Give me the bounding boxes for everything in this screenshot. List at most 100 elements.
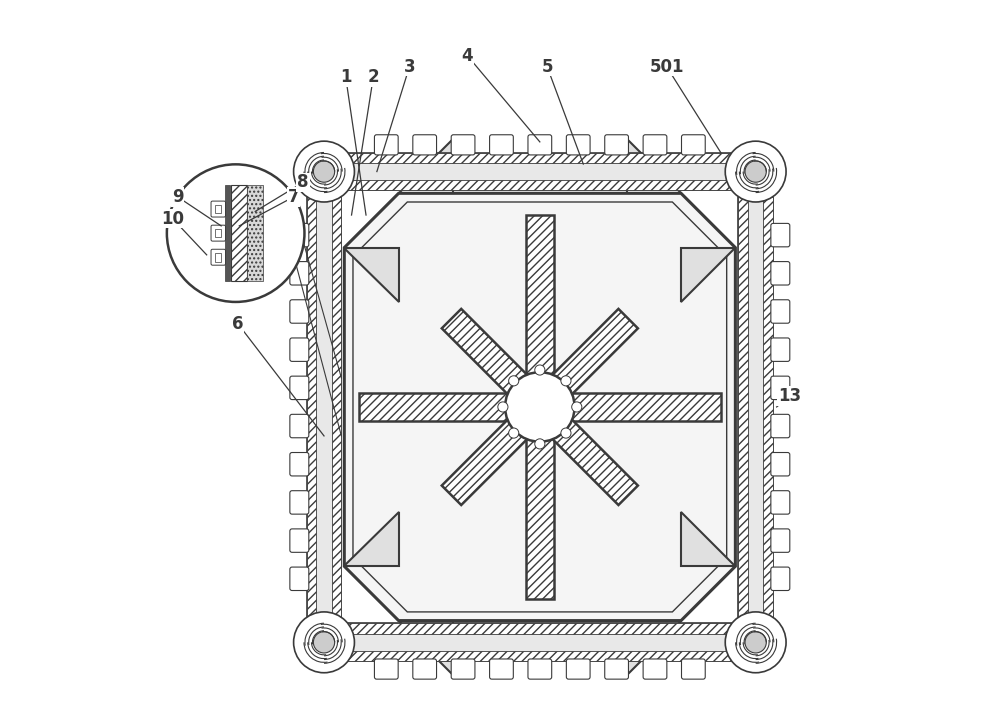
Polygon shape (627, 139, 681, 193)
Bar (348, 153, 732, 164)
Polygon shape (359, 393, 721, 421)
Polygon shape (681, 512, 735, 566)
Polygon shape (442, 309, 638, 505)
FancyBboxPatch shape (771, 223, 790, 247)
FancyBboxPatch shape (605, 659, 628, 679)
FancyBboxPatch shape (566, 659, 590, 679)
FancyBboxPatch shape (566, 134, 590, 155)
FancyBboxPatch shape (290, 262, 309, 285)
FancyBboxPatch shape (528, 659, 552, 679)
Text: 2: 2 (367, 68, 379, 87)
Circle shape (294, 141, 354, 202)
FancyBboxPatch shape (771, 300, 790, 324)
Circle shape (509, 428, 519, 438)
Text: 501: 501 (649, 57, 684, 76)
FancyBboxPatch shape (771, 376, 790, 400)
Polygon shape (399, 621, 453, 675)
FancyBboxPatch shape (211, 201, 226, 217)
Circle shape (313, 161, 335, 182)
Circle shape (294, 612, 354, 672)
Polygon shape (344, 193, 735, 621)
FancyBboxPatch shape (771, 529, 790, 553)
Circle shape (505, 372, 575, 442)
FancyBboxPatch shape (451, 134, 475, 155)
Bar (247, 185, 263, 281)
Circle shape (725, 612, 786, 672)
Text: 6: 6 (232, 315, 244, 333)
Bar (738, 197, 773, 617)
FancyBboxPatch shape (290, 529, 309, 553)
Circle shape (725, 141, 786, 202)
FancyBboxPatch shape (290, 491, 309, 514)
Text: 10: 10 (161, 209, 184, 228)
Circle shape (498, 402, 508, 412)
Bar (307, 197, 341, 617)
FancyBboxPatch shape (290, 300, 309, 324)
Polygon shape (627, 621, 681, 675)
Bar (215, 253, 221, 262)
Text: 13: 13 (778, 387, 801, 405)
FancyBboxPatch shape (528, 134, 552, 155)
FancyBboxPatch shape (682, 134, 705, 155)
Text: 7: 7 (288, 188, 299, 206)
FancyBboxPatch shape (413, 134, 437, 155)
Bar (348, 624, 732, 634)
Bar (763, 197, 773, 617)
Text: 4: 4 (462, 47, 473, 65)
FancyBboxPatch shape (771, 338, 790, 361)
FancyBboxPatch shape (290, 567, 309, 590)
FancyBboxPatch shape (643, 659, 667, 679)
Circle shape (535, 365, 545, 375)
Polygon shape (344, 512, 399, 566)
FancyBboxPatch shape (290, 452, 309, 476)
Text: 9: 9 (172, 188, 184, 206)
FancyBboxPatch shape (451, 659, 475, 679)
FancyBboxPatch shape (374, 134, 398, 155)
Polygon shape (681, 248, 735, 302)
Circle shape (561, 376, 571, 386)
Bar (215, 205, 221, 214)
Circle shape (745, 161, 766, 182)
FancyBboxPatch shape (771, 452, 790, 476)
FancyBboxPatch shape (771, 567, 790, 590)
FancyBboxPatch shape (605, 134, 628, 155)
Polygon shape (399, 139, 453, 193)
Bar (348, 180, 732, 190)
Bar (348, 153, 732, 190)
Text: 1: 1 (340, 68, 351, 87)
FancyBboxPatch shape (771, 414, 790, 438)
FancyBboxPatch shape (771, 491, 790, 514)
Bar (332, 197, 341, 617)
Polygon shape (526, 215, 554, 599)
Polygon shape (344, 248, 399, 302)
FancyBboxPatch shape (290, 414, 309, 438)
Circle shape (535, 439, 545, 449)
Bar (215, 229, 221, 238)
Circle shape (572, 402, 582, 412)
FancyBboxPatch shape (771, 262, 790, 285)
Bar (348, 651, 732, 661)
FancyBboxPatch shape (413, 659, 437, 679)
Bar (225, 185, 230, 281)
FancyBboxPatch shape (290, 338, 309, 361)
Text: 3: 3 (404, 57, 415, 76)
FancyBboxPatch shape (211, 225, 226, 241)
Circle shape (167, 164, 304, 302)
Bar (307, 197, 316, 617)
FancyBboxPatch shape (374, 659, 398, 679)
Polygon shape (442, 309, 638, 505)
Text: 5: 5 (541, 57, 553, 76)
Text: 8: 8 (297, 174, 309, 191)
Bar (231, 185, 247, 281)
Bar (348, 624, 732, 661)
FancyBboxPatch shape (682, 659, 705, 679)
Circle shape (313, 632, 335, 653)
FancyBboxPatch shape (290, 376, 309, 400)
FancyBboxPatch shape (290, 223, 309, 247)
Circle shape (561, 428, 571, 438)
Bar (738, 197, 748, 617)
FancyBboxPatch shape (643, 134, 667, 155)
FancyBboxPatch shape (490, 659, 513, 679)
Circle shape (745, 632, 766, 653)
FancyBboxPatch shape (211, 249, 226, 265)
